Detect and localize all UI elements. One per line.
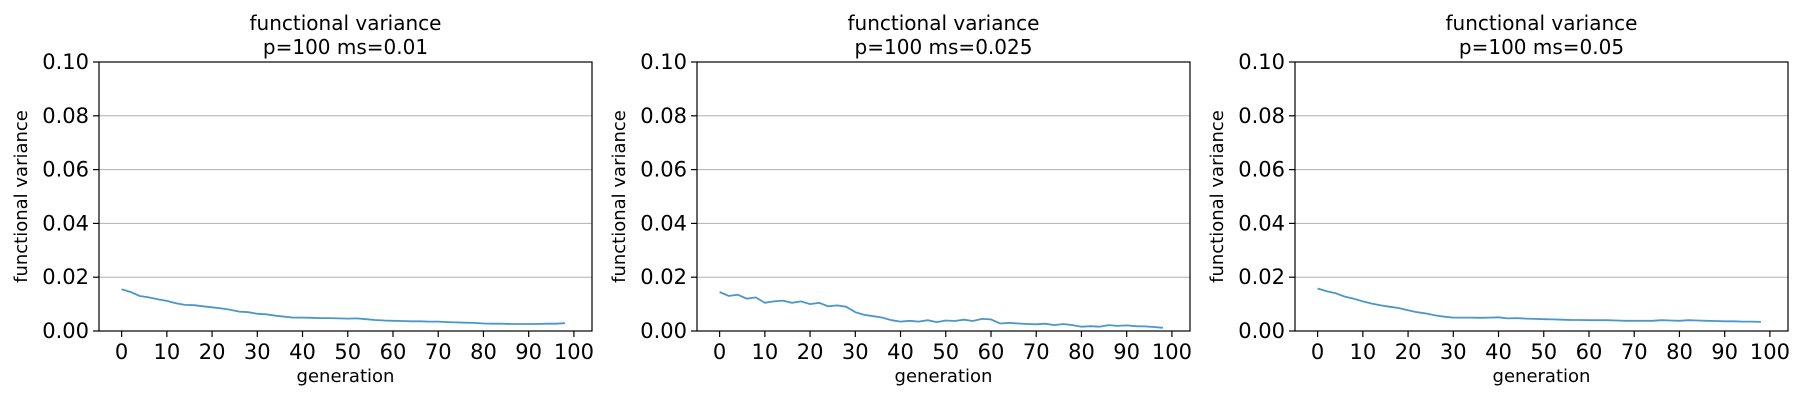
x-tick-label: 10 xyxy=(153,340,180,364)
x-tick-label: 40 xyxy=(887,340,914,364)
y-tick-label: 0.00 xyxy=(42,319,89,343)
x-tick-label: 0 xyxy=(713,340,726,364)
x-tick-label: 10 xyxy=(1349,340,1376,364)
y-tick-label: 0.02 xyxy=(42,265,89,289)
x-tick-label: 40 xyxy=(289,340,316,364)
x-tick-label: 50 xyxy=(1530,340,1557,364)
x-tick-label: 20 xyxy=(1395,340,1422,364)
plot-frame xyxy=(696,61,1191,332)
x-tick-label: 100 xyxy=(554,340,594,364)
chart-panel-3: 0.00 0.02 0.04 0.06 0.08 0.10 0 10 20 30 40 50 60 70 8… xyxy=(1207,11,1790,387)
plot-frame xyxy=(1294,61,1789,332)
x-tick-label: 80 xyxy=(1666,340,1693,364)
y-axis-label: functional variance xyxy=(11,110,32,283)
y-tick-label: 0.06 xyxy=(640,158,687,182)
series-line xyxy=(121,288,565,325)
chart-subtitle: p=100 ms=0.025 xyxy=(855,35,1033,59)
chart-title: functional variance xyxy=(1446,11,1638,35)
y-tick-label: 0.06 xyxy=(1238,158,1285,182)
x-tick-label: 70 xyxy=(425,340,452,364)
x-tick-label: 90 xyxy=(515,340,542,364)
y-tick-label: 0.04 xyxy=(42,211,89,235)
x-tick-label: 10 xyxy=(751,340,778,364)
x-tick-label: 20 xyxy=(797,340,824,364)
y-tick-label: 0.08 xyxy=(42,104,89,128)
x-tick-label: 100 xyxy=(1152,340,1192,364)
x-tick-label: 90 xyxy=(1711,340,1738,364)
x-tick-label: 30 xyxy=(1440,340,1467,364)
x-tick-label: 0 xyxy=(115,340,128,364)
y-tick-label: 0.02 xyxy=(1238,265,1285,289)
chart-panel-2: 0.00 0.02 0.04 0.06 0.08 0.10 0 10 20 30 40 50 60 70 8… xyxy=(609,11,1192,387)
x-tick-label: 80 xyxy=(470,340,497,364)
chart-title: functional variance xyxy=(250,11,442,35)
x-tick-label: 30 xyxy=(842,340,869,364)
x-tick-label: 80 xyxy=(1068,340,1095,364)
x-tick-label: 90 xyxy=(1113,340,1140,364)
x-tick-label: 30 xyxy=(244,340,271,364)
y-tick-label: 0.08 xyxy=(1238,104,1285,128)
x-axis-label: generation xyxy=(1493,366,1591,387)
y-tick-label: 0.04 xyxy=(640,211,687,235)
x-tick-label: 60 xyxy=(978,340,1005,364)
y-axis-label: functional variance xyxy=(609,110,630,283)
chart-panel-1: 0.00 0.02 0.04 0.06 0.08 0.10 0 10 20 30 40 50 60 70 8… xyxy=(11,11,594,387)
y-tick-label: 0.10 xyxy=(42,50,89,74)
x-axis-label: generation xyxy=(297,366,395,387)
chart-subtitle: p=100 ms=0.05 xyxy=(1459,35,1624,59)
chart-subtitle: p=100 ms=0.01 xyxy=(263,35,428,59)
x-tick-label: 50 xyxy=(334,340,361,364)
chart-title: functional variance xyxy=(848,11,1040,35)
y-tick-label: 0.02 xyxy=(640,265,687,289)
y-tick-label: 0.08 xyxy=(640,104,687,128)
x-tick-label: 20 xyxy=(199,340,226,364)
series-line xyxy=(1317,287,1761,323)
y-tick-label: 0.04 xyxy=(1238,211,1285,235)
y-tick-label: 0.10 xyxy=(640,50,687,74)
x-tick-label: 70 xyxy=(1023,340,1050,364)
y-tick-label: 0.06 xyxy=(42,158,89,182)
x-tick-label: 50 xyxy=(932,340,959,364)
y-axis-label: functional variance xyxy=(1207,110,1228,283)
x-tick-label: 40 xyxy=(1485,340,1512,364)
series-line xyxy=(719,291,1163,329)
x-tick-label: 0 xyxy=(1311,340,1324,364)
y-tick-label: 0.00 xyxy=(640,319,687,343)
y-tick-label: 0.00 xyxy=(1238,319,1285,343)
x-axis-label: generation xyxy=(895,366,993,387)
x-tick-label: 60 xyxy=(1576,340,1603,364)
y-tick-label: 0.10 xyxy=(1238,50,1285,74)
x-tick-label: 100 xyxy=(1750,340,1790,364)
plot-frame xyxy=(98,61,593,332)
x-tick-label: 70 xyxy=(1621,340,1648,364)
x-tick-label: 60 xyxy=(380,340,407,364)
